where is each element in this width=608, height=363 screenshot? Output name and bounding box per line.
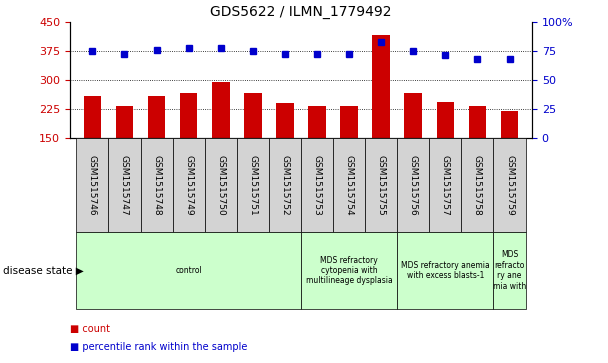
Bar (83, 96, 101, 138)
Text: MDS refractory anemia
with excess blasts-1: MDS refractory anemia with excess blasts… (401, 261, 489, 280)
Text: GSM1515749: GSM1515749 (184, 155, 193, 216)
Bar (212, 82, 230, 138)
Text: GSM1515758: GSM1515758 (473, 155, 482, 216)
Text: GSM1515746: GSM1515746 (88, 155, 97, 216)
Bar (469, 106, 486, 138)
Text: GSM1515753: GSM1515753 (313, 155, 322, 216)
Text: GSM1515756: GSM1515756 (409, 155, 418, 216)
Bar (340, 106, 358, 138)
Text: disease state ▶: disease state ▶ (3, 265, 84, 276)
Bar (77, 138, 108, 232)
Bar (301, 232, 397, 309)
Bar (301, 138, 333, 232)
Bar (148, 96, 165, 138)
Text: ■ percentile rank within the sample: ■ percentile rank within the sample (70, 342, 247, 352)
Text: GSM1515747: GSM1515747 (120, 155, 129, 216)
Text: GSM1515755: GSM1515755 (377, 155, 385, 216)
Text: GSM1515752: GSM1515752 (280, 155, 289, 216)
Text: GSM1515759: GSM1515759 (505, 155, 514, 216)
Text: GSM1515748: GSM1515748 (152, 155, 161, 216)
Text: ■ count: ■ count (70, 323, 110, 334)
Bar (244, 93, 261, 138)
Bar (173, 138, 205, 232)
Text: control: control (175, 266, 202, 275)
Bar (494, 138, 525, 232)
Bar (429, 138, 461, 232)
Bar (501, 111, 519, 138)
Bar (108, 138, 140, 232)
Bar (372, 35, 390, 138)
Bar (269, 138, 301, 232)
Bar (237, 138, 269, 232)
Bar (494, 232, 525, 309)
Bar (404, 93, 422, 138)
Title: GDS5622 / ILMN_1779492: GDS5622 / ILMN_1779492 (210, 5, 392, 19)
Bar (180, 93, 198, 138)
Bar (397, 232, 494, 309)
Bar (333, 138, 365, 232)
Text: MDS refractory
cytopenia with
multilineage dysplasia: MDS refractory cytopenia with multilinea… (306, 256, 393, 285)
Bar (365, 138, 397, 232)
Bar (77, 232, 301, 309)
Bar (276, 103, 294, 138)
Bar (205, 138, 237, 232)
Text: GSM1515754: GSM1515754 (345, 155, 354, 216)
Bar (140, 138, 173, 232)
Text: GSM1515750: GSM1515750 (216, 155, 225, 216)
Bar (461, 138, 494, 232)
Bar (437, 102, 454, 138)
Bar (397, 138, 429, 232)
Bar (116, 106, 133, 138)
Text: GSM1515751: GSM1515751 (248, 155, 257, 216)
Bar (308, 106, 326, 138)
Text: GSM1515757: GSM1515757 (441, 155, 450, 216)
Text: MDS
refracto
ry ane
mia with: MDS refracto ry ane mia with (493, 250, 526, 290)
